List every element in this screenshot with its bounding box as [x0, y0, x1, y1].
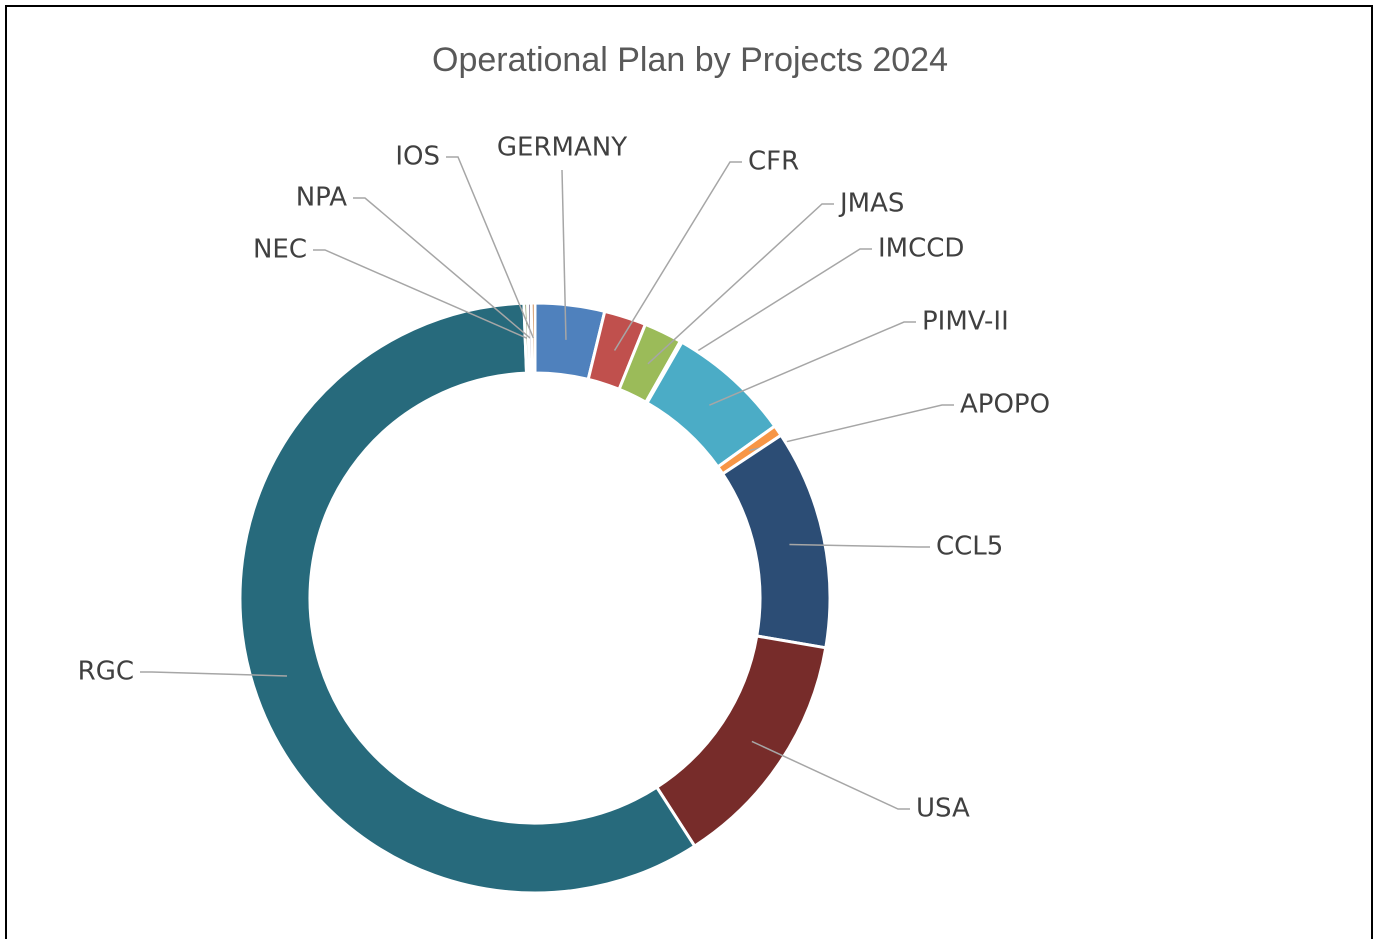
slice-label: IOS — [395, 142, 440, 172]
leader-line — [613, 161, 742, 351]
leader-line — [663, 248, 872, 373]
slice-label: CFR — [748, 147, 799, 177]
leader-line — [709, 321, 916, 406]
leader-line — [140, 671, 288, 677]
leader-line — [751, 740, 910, 810]
slice-label: IMCCD — [878, 234, 964, 264]
leader-line — [561, 169, 567, 340]
slice-label: APOPO — [960, 390, 1050, 420]
leader-line — [789, 543, 930, 548]
slice-label: PIMV-II — [922, 307, 1009, 337]
slice-label: JMAS — [838, 189, 904, 219]
slice-label: NPA — [296, 183, 347, 213]
leader-line — [748, 404, 954, 452]
leader-line — [313, 249, 528, 339]
slice-label: NEC — [253, 235, 307, 265]
slice-label: USA — [916, 794, 970, 824]
leader-line — [446, 156, 535, 339]
slice-label: CCL5 — [936, 532, 1003, 562]
donut-slice — [238, 301, 697, 895]
chart-title: Operational Plan by Projects 2024 — [432, 41, 948, 79]
slice-label: GERMANY — [497, 133, 627, 163]
slice-label: RGC — [78, 657, 134, 687]
leader-line — [353, 197, 531, 339]
leader-line — [647, 203, 834, 365]
